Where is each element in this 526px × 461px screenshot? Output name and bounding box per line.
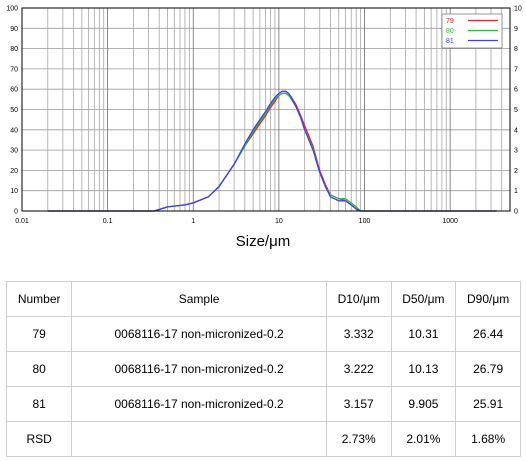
y-tick-label: 0 <box>14 209 18 216</box>
cell-number: 80 <box>5 351 73 387</box>
series-line-80 <box>47 92 497 212</box>
y-tick-label: 20 <box>10 168 18 175</box>
y-tick-label: 70 <box>10 66 18 73</box>
header-d10: D10/μm <box>325 281 392 317</box>
y-right-tick-label: 10 <box>514 6 522 13</box>
cell-d10: 2.73% <box>325 421 392 457</box>
y-right-tick-label: 3 <box>514 148 518 155</box>
x-tick-labels: 0.01 0.1 1 10 100 1000 <box>15 218 458 225</box>
series-line-81 <box>47 90 497 212</box>
y-tick-label: 60 <box>10 87 18 94</box>
legend: 79 80 81 <box>441 13 503 49</box>
table-row: 80 0068116-17 non-micronized-0.2 3.222 1… <box>5 351 521 387</box>
y-right-tick-label: 4 <box>514 127 518 134</box>
cell-d50: 10.13 <box>390 351 457 387</box>
table-row: 81 0068116-17 non-micronized-0.2 3.157 9… <box>5 386 521 422</box>
y-right-tick-label: 0 <box>514 209 518 216</box>
y-right-tick-label: 2 <box>514 168 518 175</box>
cell-number: RSD <box>5 421 73 457</box>
x-tick-label: 1 <box>191 218 195 225</box>
cell-d50: 9.905 <box>390 386 457 422</box>
y-right-tick-label: 1 <box>514 188 518 195</box>
table-header-row: Number Sample D10/μm D50/μm D90/μm <box>5 281 521 317</box>
y-tick-label: 80 <box>10 46 18 53</box>
header-d50: D50/μm <box>390 281 457 317</box>
y-tick-label: 30 <box>10 148 18 155</box>
y-right-tick-label: 6 <box>514 87 518 94</box>
cell-d10: 3.157 <box>325 386 392 422</box>
cell-d10: 3.222 <box>325 351 392 387</box>
x-axis-label: Size/μm <box>235 233 291 250</box>
y-right-tick-label: 9 <box>514 26 518 33</box>
legend-label-80: 80 <box>446 28 454 35</box>
header-d90: D90/μm <box>455 281 521 317</box>
cell-d90: 26.44 <box>455 316 521 352</box>
cell-d90: 25.91 <box>455 386 521 422</box>
cell-sample: 0068116-17 non-micronized-0.2 <box>71 386 327 422</box>
cell-sample <box>71 421 327 457</box>
y-tick-label: 90 <box>10 26 18 33</box>
y-tick-label: 10 <box>10 188 18 195</box>
cell-d50: 10.31 <box>390 316 457 352</box>
cell-d10: 3.332 <box>325 316 392 352</box>
particle-size-chart: 0.01 0.1 1 10 100 1000 0 010 120 230 340 450 560 670… <box>6 6 522 226</box>
cell-d90: 1.68% <box>455 421 521 457</box>
x-tick-label: 10 <box>275 218 283 225</box>
cell-number: 79 <box>5 316 73 352</box>
header-number: Number <box>5 281 73 317</box>
x-tick-label: 1000 <box>442 218 458 225</box>
results-table: Number Sample D10/μm D50/μm D90/μm 79 00… <box>5 281 521 457</box>
y-tick-label: 100 <box>6 6 18 13</box>
x-tick-label: 0.1 <box>103 218 113 225</box>
cell-d50: 2.01% <box>390 421 457 457</box>
legend-label-81: 81 <box>446 38 454 45</box>
table-row: 79 0068116-17 non-micronized-0.2 3.332 1… <box>5 316 521 352</box>
cell-number: 81 <box>5 386 73 422</box>
chart-series <box>47 90 497 212</box>
cell-d90: 26.79 <box>455 351 521 387</box>
y-right-tick-label: 8 <box>514 46 518 53</box>
legend-label-79: 79 <box>446 18 454 25</box>
series-line-79 <box>47 92 497 212</box>
chart-grid <box>22 8 510 211</box>
table-row: RSD 2.73% 2.01% 1.68% <box>5 421 521 457</box>
cell-sample: 0068116-17 non-micronized-0.2 <box>71 351 327 387</box>
x-tick-label: 100 <box>359 218 371 225</box>
y-right-tick-label: 7 <box>514 66 518 73</box>
y-tick-label: 50 <box>10 107 18 114</box>
cell-sample: 0068116-17 non-micronized-0.2 <box>71 316 327 352</box>
y-tick-label: 40 <box>10 127 18 134</box>
x-tick-label: 0.01 <box>15 218 29 225</box>
y-tick-labels: 0 0 10 1 20 2 30 3 40 4 50 5 60 6 70 7 80 8 90 9 100 10 <box>6 6 522 216</box>
header-sample: Sample <box>71 281 327 317</box>
plot-frame <box>21 7 511 212</box>
y-right-tick-label: 5 <box>514 107 518 114</box>
